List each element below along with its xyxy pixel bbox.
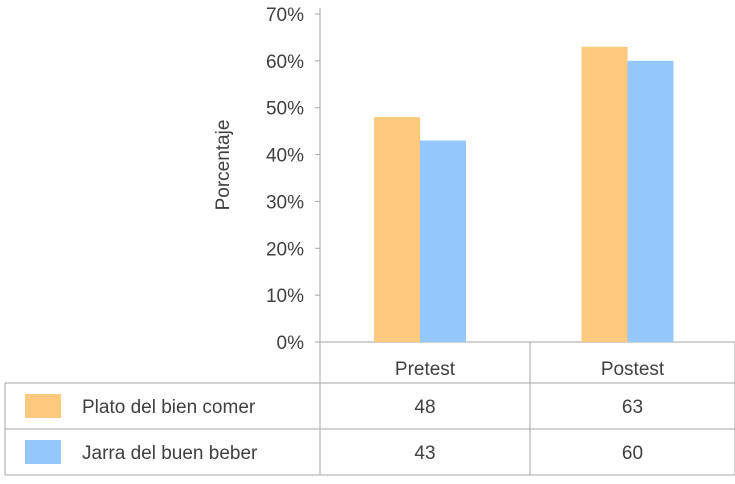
y-tick-label: 70%	[266, 5, 304, 26]
y-tick-label: 60%	[266, 52, 304, 73]
y-tick-label: 0%	[277, 333, 305, 354]
y-tick-label: 20%	[266, 239, 304, 260]
bar	[627, 60, 674, 342]
y-axis-title: Porcentaje	[213, 120, 234, 211]
data-table-value: 48	[414, 397, 435, 418]
bar	[420, 140, 466, 342]
x-category-label: Postest	[601, 359, 665, 380]
y-tick-label: 50%	[266, 99, 304, 120]
data-table-value: 43	[414, 443, 435, 464]
y-tick-label: 40%	[266, 146, 304, 167]
y-tick-label: 10%	[266, 286, 304, 307]
legend-series-name: Plato del bien comer	[82, 397, 256, 418]
data-table-value: 60	[622, 443, 643, 464]
bar	[374, 117, 420, 342]
legend-swatch	[25, 440, 61, 464]
y-tick-labels: 0% 10% 20% 30% 40% 50% 60% 70%	[266, 5, 304, 354]
x-category-label: Pretest	[395, 359, 456, 380]
data-table: Pretest Postest Plato del bien comer 48 63 Ja…	[4, 342, 735, 476]
bars	[374, 46, 674, 343]
data-table-value: 63	[622, 397, 643, 418]
legend-swatch	[25, 394, 61, 418]
legend-series-name: Jarra del buen beber	[82, 443, 258, 464]
bar	[581, 46, 628, 343]
y-tick-label: 30%	[266, 192, 304, 213]
